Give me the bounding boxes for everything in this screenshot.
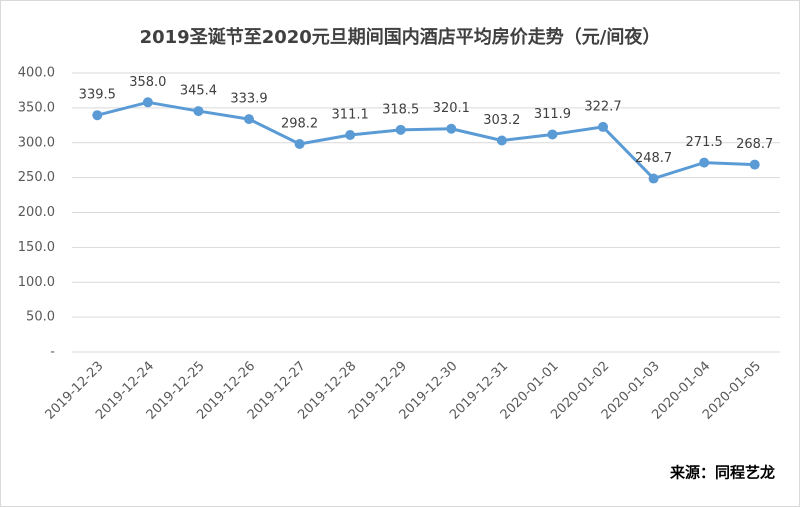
y-tick-label: 400.0 [18,66,55,81]
y-tick-label: 50.0 [26,310,55,325]
series-line [96,100,755,181]
data-point [142,97,153,108]
data-point [193,106,204,117]
data-label: 318.5 [382,102,419,117]
data-point [92,110,103,121]
data-point [547,129,558,140]
y-tick-label: 250.0 [18,170,55,185]
data-point [749,159,760,170]
data-point [598,121,608,132]
data-point [496,135,507,146]
data-label: 311.9 [534,107,571,122]
source-note: 来源：同程艺龙 [669,464,775,482]
y-tick-label: 300.0 [18,135,55,150]
y-tick-label: 350.0 [18,100,55,115]
data-label: 271.5 [686,135,723,150]
data-point [699,157,710,168]
y-tick-label: 200.0 [18,205,55,220]
data-label: 298.2 [281,117,318,132]
y-tick-label: 150.0 [18,240,55,255]
data-point [244,114,254,125]
data-label: 248.7 [635,151,672,166]
chart-title: 2019圣诞节至2020元旦期间国内酒店平均房价走势（元/间夜） [140,26,661,48]
data-point [395,124,406,135]
data-label: 345.4 [180,84,217,99]
data-label: 322.7 [584,99,621,114]
data-point [345,130,356,141]
data-point [446,123,457,134]
y-tick-label: - [50,345,55,360]
data-label: 311.1 [332,108,369,123]
data-label: 333.9 [230,92,267,107]
data-label: 358.0 [129,75,166,90]
data-label: 303.2 [483,113,520,128]
y-tick-label: 100.0 [18,275,55,290]
data-label: 339.5 [79,88,116,103]
data-point [294,139,305,150]
data-label: 320.1 [433,101,470,116]
data-point [648,173,659,184]
data-label: 268.7 [736,137,773,152]
